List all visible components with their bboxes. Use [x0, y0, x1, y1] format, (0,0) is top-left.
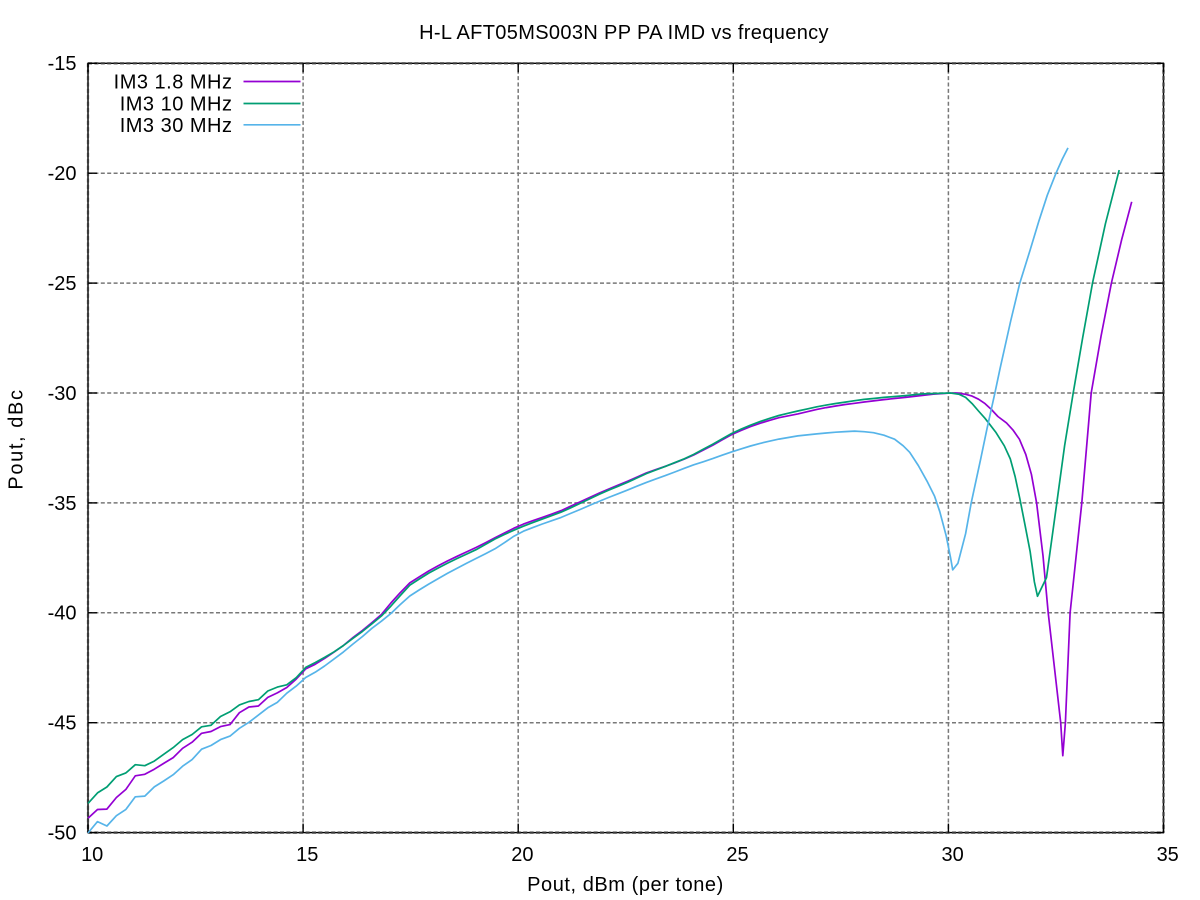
- svg-text:-45: -45: [48, 713, 77, 735]
- svg-text:-40: -40: [48, 603, 77, 625]
- svg-text:25: 25: [726, 844, 748, 866]
- svg-text:-15: -15: [48, 53, 77, 75]
- svg-text:IM3 1.8 MHz: IM3 1.8 MHz: [114, 71, 233, 93]
- svg-text:15: 15: [296, 844, 318, 866]
- svg-text:Pout, dBc: Pout, dBc: [6, 388, 28, 489]
- svg-text:-35: -35: [48, 493, 77, 515]
- svg-text:10: 10: [81, 844, 103, 866]
- svg-text:Pout, dBm (per tone): Pout, dBm (per tone): [527, 874, 724, 896]
- svg-text:IM3 10 MHz: IM3 10 MHz: [120, 93, 233, 115]
- svg-text:-50: -50: [48, 823, 77, 845]
- svg-text:20: 20: [511, 844, 533, 866]
- svg-text:H-L AFT05MS003N PP PA IMD vs f: H-L AFT05MS003N PP PA IMD vs frequency: [419, 22, 829, 44]
- svg-text:-30: -30: [48, 383, 77, 405]
- svg-text:IM3 30 MHz: IM3 30 MHz: [120, 115, 233, 137]
- svg-text:-25: -25: [48, 273, 77, 295]
- svg-text:35: 35: [1157, 844, 1179, 866]
- svg-text:30: 30: [941, 844, 963, 866]
- svg-text:-20: -20: [48, 163, 77, 185]
